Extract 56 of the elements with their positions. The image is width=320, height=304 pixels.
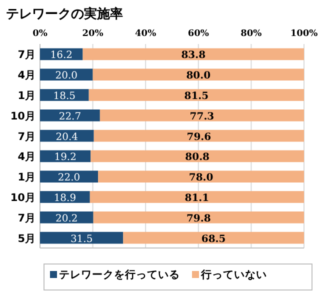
- bar: [90, 191, 304, 203]
- data-label: 31.5: [70, 234, 93, 245]
- data-label: 81.5: [184, 91, 209, 102]
- data-label: 79.8: [186, 213, 211, 224]
- x-tick-label: 100%: [290, 29, 318, 39]
- data-label: 22.0: [58, 172, 80, 184]
- bar: [82, 48, 304, 60]
- bar: [40, 170, 98, 183]
- y-tick-label: 7月: [18, 212, 36, 224]
- bar: [98, 170, 304, 183]
- bar: [93, 211, 304, 224]
- bar: [92, 68, 304, 81]
- data-label: 16.2: [50, 50, 73, 62]
- x-tick-label: 0%: [32, 29, 48, 39]
- bar: [88, 89, 304, 101]
- data-label: 20.2: [56, 213, 78, 224]
- data-label: 22.7: [58, 111, 82, 122]
- bar: [40, 109, 100, 122]
- chart-title: テレワークの実施率: [6, 6, 123, 22]
- bar: [40, 191, 90, 203]
- data-label: 79.6: [186, 132, 212, 143]
- bar: [123, 232, 304, 244]
- data-label: 68.5: [201, 234, 226, 245]
- bar: [94, 130, 304, 142]
- data-label: 80.0: [186, 70, 211, 82]
- bar: [40, 232, 124, 244]
- data-label: 20.4: [56, 132, 78, 143]
- y-tick-label: 7月: [18, 49, 36, 62]
- data-label: 18.5: [53, 91, 76, 102]
- x-tick-label: 20%: [82, 29, 104, 39]
- data-label: 80.8: [185, 152, 210, 164]
- legend-label: 行っていない: [200, 268, 267, 281]
- bar: [40, 211, 94, 224]
- data-label: 78.0: [188, 172, 214, 184]
- y-tick-label: 7月: [18, 130, 36, 143]
- data-label: 81.1: [184, 193, 210, 204]
- bar: [40, 89, 89, 101]
- data-label: 20.0: [55, 70, 78, 82]
- bar: [40, 68, 93, 81]
- y-tick-label: 4月: [18, 70, 36, 82]
- y-tick-label: 10月: [10, 192, 36, 204]
- y-tick-label: 10月: [10, 110, 36, 122]
- y-tick-label: 4月: [18, 151, 36, 164]
- x-tick-label: 60%: [188, 29, 210, 39]
- data-label: 18.9: [54, 193, 76, 204]
- y-tick-label: 5月: [18, 232, 36, 245]
- data-label: 83.8: [181, 50, 206, 62]
- y-tick-label: 1月: [18, 172, 36, 184]
- bar: [90, 150, 304, 162]
- y-tick-label: 1月: [18, 90, 36, 102]
- x-tick-label: 40%: [135, 29, 157, 39]
- x-tick-label: 80%: [240, 29, 262, 39]
- data-label: 19.2: [54, 152, 76, 164]
- legend-label: テレワークを行っている: [59, 268, 180, 281]
- data-label: 77.3: [190, 111, 214, 122]
- bar: [100, 109, 304, 122]
